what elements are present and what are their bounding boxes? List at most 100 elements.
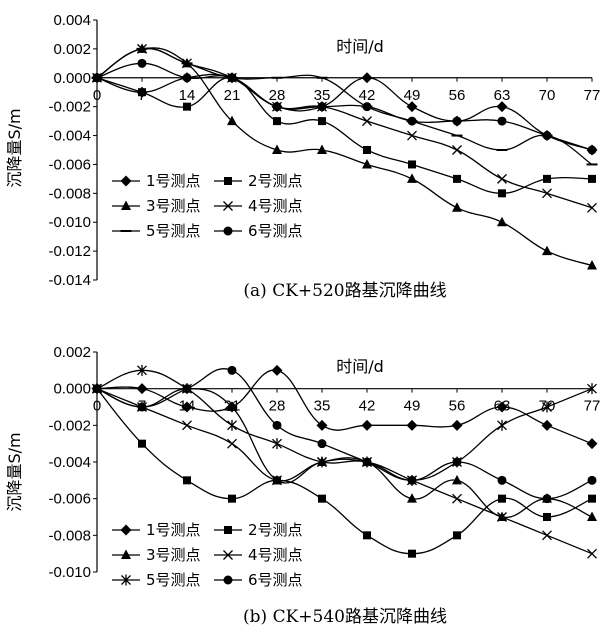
- chart-a-legend-label: 3号测点: [146, 197, 201, 215]
- chart-a-legend-label: 5号测点: [146, 222, 201, 240]
- chart-a-title: (a) CK+520路基沉降曲线: [243, 281, 446, 301]
- chart-a-legend-swatch-marker: [121, 200, 131, 210]
- chart-b-y-tick-label: -0.008: [48, 527, 91, 544]
- chart-b-series-5-point: [497, 419, 507, 431]
- chart-b-series-1-point: [586, 438, 598, 450]
- chart-b-series-4-point: [182, 420, 192, 431]
- chart-b-legend-label: 1号测点: [146, 521, 201, 539]
- chart-b-legend-label: 5号测点: [146, 571, 201, 589]
- chart-b-title: (b) CK+540路基沉降曲线: [243, 607, 447, 627]
- chart-a-x-tick-label: 35: [314, 87, 331, 104]
- chart-a-legend-label: 4号测点: [248, 197, 303, 215]
- chart-a-y-tick-label: -0.002: [48, 99, 91, 116]
- chart-a-series-4-point: [587, 202, 597, 213]
- chart-a-series-6-point: [227, 73, 237, 83]
- chart-b-series-1-point: [181, 401, 193, 413]
- chart-b-y-tick-label: -0.006: [48, 491, 91, 508]
- chart-a-series-4-point: [407, 130, 417, 141]
- chart-a-legend-item: 6号测点: [214, 222, 303, 240]
- chart-b-series-1-point: [451, 419, 463, 431]
- chart-b-x-tick-label: 56: [449, 398, 466, 415]
- chart-b-y-tick-label: -0.004: [48, 454, 91, 471]
- chart-a-x-axis-label: 时间/d: [336, 37, 384, 56]
- chart-b-series-6-point: [227, 365, 237, 375]
- chart-b-axes: 0.002 0.000 -0.002 -0.004 -0.006 -0.008 -0.010…: [48, 344, 600, 581]
- chart-a-series-3-point: [362, 158, 372, 169]
- chart-b-y-axis-label: 沉降量S/m: [5, 432, 24, 511]
- chart-a-series-6-point: [272, 102, 282, 112]
- chart-a-legend-swatch-marker: [224, 177, 232, 185]
- chart-b-series-2-point: [228, 494, 236, 503]
- chart-a-legend-label: 2号测点: [248, 172, 303, 190]
- chart-b-series-6-point: [92, 384, 102, 394]
- chart-b-x-tick-label: 28: [269, 398, 286, 415]
- chart-a-series-6-point: [362, 102, 372, 112]
- chart-a-series-4-point: [452, 145, 462, 155]
- chart-a-legend-label: 6号测点: [248, 222, 303, 240]
- chart-a-y-tick-label: -0.010: [48, 214, 91, 231]
- chart-b-series-6-point: [452, 457, 462, 467]
- chart-b-series-6-point: [182, 384, 192, 394]
- chart-a-y-tick-label: 0.004: [53, 12, 91, 29]
- chart-a-series-6-point: [182, 73, 192, 83]
- chart-a-legend-swatch-marker: [223, 201, 233, 211]
- chart-b-legend-swatch-marker: [121, 574, 131, 586]
- chart-b-series-2-point: [543, 513, 551, 521]
- chart-a-series-2-point: [498, 189, 506, 198]
- chart-a-x-tick-label: 21: [224, 87, 241, 104]
- chart-a-x-tick-label: 56: [449, 87, 466, 104]
- chart-a-y-tick-label: -0.006: [48, 156, 91, 173]
- chart-b-series-4-point: [587, 548, 597, 559]
- chart-a-x-tick-label: 14: [179, 87, 196, 104]
- chart-a-series-6-point: [137, 58, 147, 68]
- chart-a-series-3-point: [542, 245, 552, 256]
- chart-a-series-2-point: [543, 174, 551, 183]
- chart-a-series-6-point: [317, 102, 327, 112]
- chart-a-series-4-point: [362, 116, 372, 127]
- chart-b-legend-item: 3号测点: [112, 546, 201, 564]
- chart-a-y-tick-label: -0.004: [48, 128, 91, 145]
- chart-b-series-4-point: [272, 475, 282, 486]
- chart-b-series-6-point: [272, 420, 282, 430]
- chart-a-series-6: [92, 58, 597, 155]
- chart-b-x-tick-label: 42: [359, 398, 376, 415]
- chart-a-series-2-point: [408, 160, 416, 169]
- chart-b-series-1-line: [96, 369, 593, 445]
- chart-b-legend-swatch-marker: [223, 575, 233, 585]
- chart-a-series-4-point: [542, 188, 552, 199]
- chart-a-series-5-line: [96, 47, 593, 165]
- chart-b-legend-label: 6号测点: [248, 571, 303, 589]
- chart-b-legend-item: 4号测点: [214, 546, 303, 564]
- chart-a-series-6-point: [407, 116, 417, 126]
- chart-b-series-2-point: [138, 439, 146, 448]
- chart-a-series-3-point: [407, 173, 417, 183]
- chart-b-series-5-point: [137, 364, 147, 376]
- chart-a-legend-item: 1号测点: [112, 172, 201, 190]
- chart-a-series-1-point: [361, 72, 373, 84]
- chart-b-series-5-point: [317, 456, 327, 468]
- chart-a-y-tick-label: -0.008: [48, 185, 91, 202]
- chart-b-series-5-point: [227, 419, 237, 431]
- chart-b-legend-item: 6号测点: [214, 571, 303, 589]
- chart-a-series-3-point: [317, 144, 327, 154]
- chart-b-series-1-point: [361, 419, 373, 431]
- chart-b-legend: 1号测点 2号测点 3号测点 4号测点 5号测点 6号测点: [112, 521, 303, 589]
- chart-b-series: [91, 364, 598, 559]
- chart-a-series-3-point: [587, 260, 597, 270]
- chart-a-series-3-point: [272, 144, 282, 154]
- chart-a-series-2-point: [183, 102, 191, 111]
- chart-b-y-tick-label: -0.010: [48, 564, 91, 581]
- chart-a-series-2-point: [363, 146, 371, 154]
- chart-b-series-6-point: [497, 475, 507, 485]
- chart-a-y-tick-label: 0.000: [53, 70, 91, 87]
- chart-b-legend-swatch-marker: [120, 524, 132, 536]
- chart-b-series-2-point: [498, 494, 506, 503]
- chart-b-series-4-point: [542, 530, 552, 541]
- chart-a-y-tick-label: -0.012: [48, 243, 91, 260]
- chart-a-x-tick-label: 42: [359, 87, 376, 104]
- chart-b-series-6-point: [362, 457, 372, 467]
- chart-a-series-4-point: [497, 173, 507, 184]
- chart-b-series-5-line: [96, 369, 593, 481]
- chart-a-legend-item: 3号测点: [112, 197, 201, 215]
